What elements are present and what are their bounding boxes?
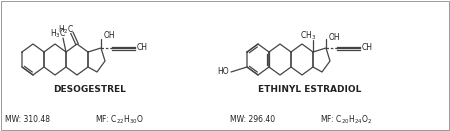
Text: MF: $\mathregular{C_{22}H_{30}O}$: MF: $\mathregular{C_{22}H_{30}O}$: [95, 114, 144, 126]
Text: OH: OH: [329, 34, 341, 42]
Text: HO: HO: [217, 67, 229, 77]
Text: MW: 296.40: MW: 296.40: [230, 116, 275, 124]
Text: MW: 310.48: MW: 310.48: [5, 116, 50, 124]
Text: MF: $\mathregular{C_{20}H_{24}O_2}$: MF: $\mathregular{C_{20}H_{24}O_2}$: [320, 114, 372, 126]
Text: DESOGESTREL: DESOGESTREL: [54, 86, 126, 94]
Text: H$_3$C: H$_3$C: [50, 28, 66, 40]
Text: H$_2$C: H$_2$C: [58, 24, 74, 36]
Text: CH: CH: [137, 43, 148, 53]
Text: ETHINYL ESTRADIOL: ETHINYL ESTRADIOL: [258, 86, 362, 94]
Text: OH: OH: [104, 31, 116, 40]
Text: CH$_3$: CH$_3$: [300, 30, 316, 42]
Text: CH: CH: [362, 43, 373, 53]
